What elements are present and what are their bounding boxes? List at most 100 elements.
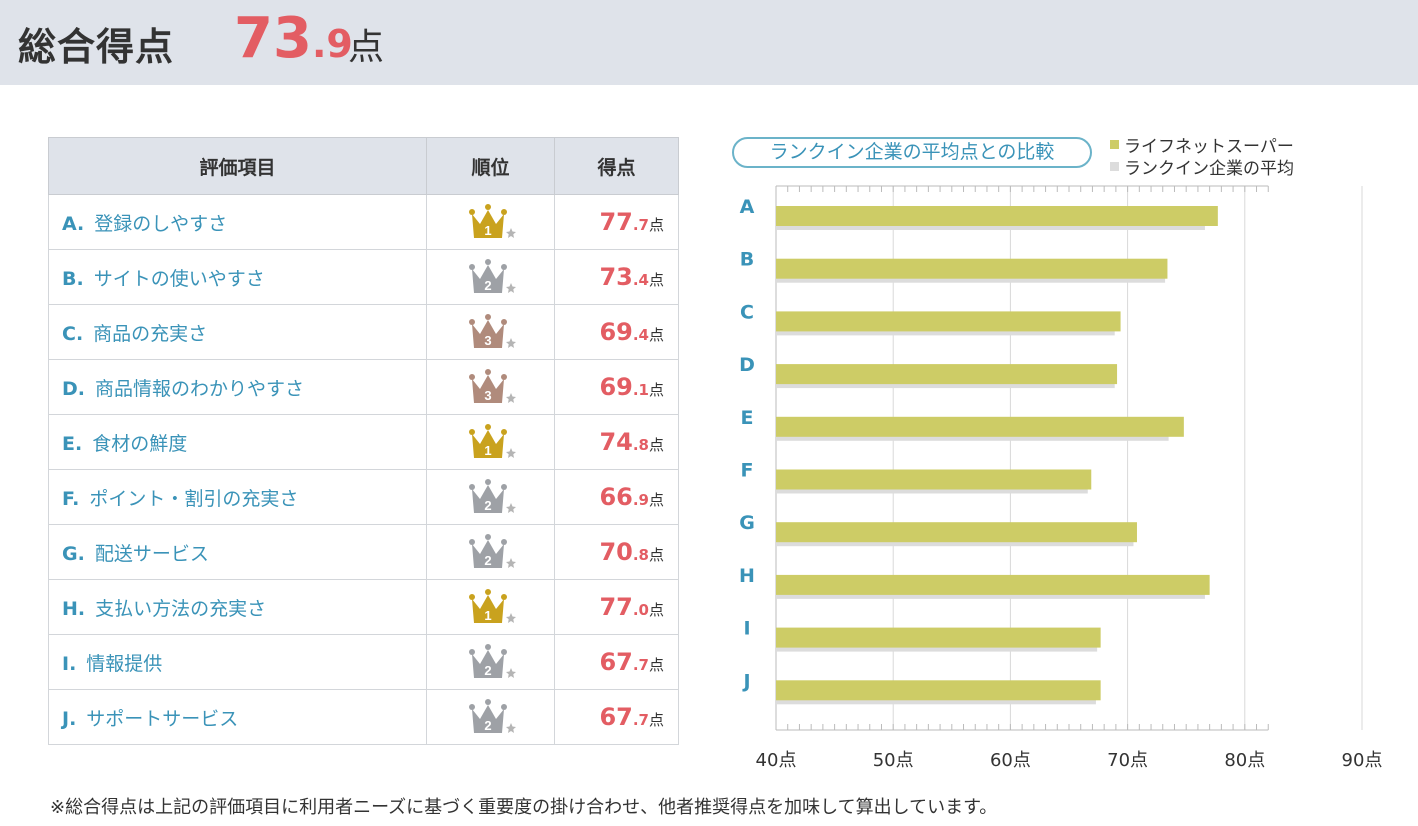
- rank-cell: 1: [425, 414, 556, 470]
- score-unit: 点: [648, 711, 664, 729]
- score-dec: .8: [632, 436, 649, 454]
- score-unit: 点: [648, 216, 664, 234]
- item-letter: H.: [62, 597, 86, 620]
- legend-item-average: ランクイン企業の平均: [1110, 155, 1294, 179]
- item-name-cell: F. ポイント・割引の充実さ: [48, 469, 427, 525]
- category-label: D: [739, 354, 755, 376]
- table-row: I. 情報提供 2 67.7点: [48, 634, 679, 690]
- rank-number: 2: [484, 498, 491, 513]
- score-cell: 74.8点: [554, 414, 679, 470]
- star-icon: [505, 723, 516, 733]
- rank-cell: 3: [425, 304, 556, 360]
- x-tick-label: 50点: [873, 750, 914, 771]
- table-row: D. 商品情報のわかりやすさ 3 69.1点: [48, 359, 679, 415]
- score-int: 69: [599, 318, 633, 346]
- rank-cell: 3: [425, 359, 556, 415]
- score-cell: 77.0点: [554, 579, 679, 635]
- bar-company-B: [776, 258, 1168, 279]
- score-int: 66: [599, 483, 633, 511]
- total-score-value: 73.9: [234, 6, 353, 71]
- bar-company-J: [776, 680, 1101, 701]
- score-cell: 67.7点: [554, 689, 679, 745]
- category-label: J: [741, 670, 750, 692]
- item-name-cell: B. サイトの使いやすさ: [48, 249, 427, 305]
- star-icon: [505, 228, 516, 238]
- score-dec: .7: [632, 711, 649, 729]
- item-letter: F.: [62, 487, 80, 510]
- crown-icon: 2: [468, 534, 516, 568]
- item-name-cell: J. サポートサービス: [48, 689, 427, 745]
- x-tick-label: 80点: [1224, 750, 1265, 771]
- item-name: 商品情報のわかりやすさ: [95, 377, 305, 400]
- score-unit: 点: [648, 546, 664, 564]
- star-icon: [505, 393, 516, 403]
- rank-number: 2: [484, 718, 491, 733]
- category-label: A: [740, 196, 755, 218]
- star-icon: [505, 668, 516, 678]
- score-unit: 点: [648, 381, 664, 399]
- category-label: H: [739, 565, 755, 587]
- score-unit: 点: [648, 271, 664, 289]
- x-tick-label: 60点: [990, 750, 1031, 771]
- item-name: 商品の充実さ: [93, 322, 208, 345]
- rank-number: 3: [484, 333, 491, 348]
- item-name: サイトの使いやすさ: [93, 267, 265, 290]
- table-row: C. 商品の充実さ 3 69.4点: [48, 304, 679, 360]
- item-letter: I.: [62, 652, 77, 675]
- score-cell: 69.1点: [554, 359, 679, 415]
- crown-icon: 3: [468, 314, 516, 348]
- crown-icon: 2: [468, 479, 516, 513]
- rank-cell: 2: [425, 689, 556, 745]
- score-cell: 67.7点: [554, 634, 679, 690]
- legend-label-company: ライフネットスーパー: [1124, 136, 1294, 157]
- evaluation-table: 評価項目 順位 得点 A. 登録のしやすさ 1 77.7点 B. サイトの使いやすさ 2 73…: [48, 137, 679, 745]
- rank-cell: 1: [425, 194, 556, 250]
- category-label: G: [739, 512, 755, 534]
- item-name: 支払い方法の充実さ: [95, 597, 267, 620]
- bar-company-I: [776, 627, 1101, 648]
- bar-company-C: [776, 311, 1121, 332]
- item-name: ポイント・割引の充実さ: [89, 487, 299, 510]
- score-cell: 69.4点: [554, 304, 679, 360]
- star-icon: [505, 448, 516, 458]
- item-letter: J.: [62, 707, 77, 730]
- star-icon: [505, 338, 516, 348]
- rank-number: 2: [484, 553, 491, 568]
- footnote: ※総合得点は上記の評価項目に利用者ニーズに基づく重要度の掛け合わせ、他者推奨得点…: [50, 797, 998, 818]
- score-dec: .0: [632, 601, 649, 619]
- rank-number: 2: [484, 278, 491, 293]
- category-label: E: [741, 407, 754, 429]
- header-rank: 順位: [425, 137, 556, 195]
- score-cell: 66.9点: [554, 469, 679, 525]
- legend-swatch-average: [1110, 161, 1119, 171]
- legend-swatch-company: [1110, 139, 1119, 149]
- star-icon: [505, 558, 516, 568]
- item-name: 配送サービス: [94, 542, 209, 565]
- category-label: C: [740, 301, 754, 323]
- item-name-cell: E. 食材の鮮度: [48, 414, 427, 470]
- item-name: 食材の鮮度: [92, 432, 188, 455]
- score-unit: 点: [648, 656, 664, 674]
- score-int: 77: [599, 593, 633, 621]
- rank-number: 3: [484, 388, 491, 403]
- score-unit: 点: [648, 326, 664, 344]
- rank-cell: 2: [425, 524, 556, 580]
- item-letter: D.: [62, 377, 85, 400]
- category-label: B: [740, 249, 754, 271]
- table-row: E. 食材の鮮度 1 74.8点: [48, 414, 679, 470]
- score-dec: .9: [632, 491, 649, 509]
- bar-company-F: [776, 469, 1092, 490]
- item-name-cell: C. 商品の充実さ: [48, 304, 427, 360]
- item-name: 情報提供: [86, 652, 163, 675]
- crown-icon: 1: [468, 589, 516, 623]
- crown-icon: 2: [468, 259, 516, 293]
- table-row: J. サポートサービス 2 67.7点: [48, 689, 679, 745]
- score-int: 69: [599, 373, 633, 401]
- chart-legend: ライフネットスーパー ランクイン企業の平均: [1110, 133, 1294, 179]
- score-int: 67: [599, 648, 633, 676]
- item-letter: B.: [62, 267, 84, 290]
- table-row: G. 配送サービス 2 70.8点: [48, 524, 679, 580]
- score-dec: .7: [632, 216, 649, 234]
- score-unit: 点: [648, 491, 664, 509]
- item-letter: C.: [62, 322, 84, 345]
